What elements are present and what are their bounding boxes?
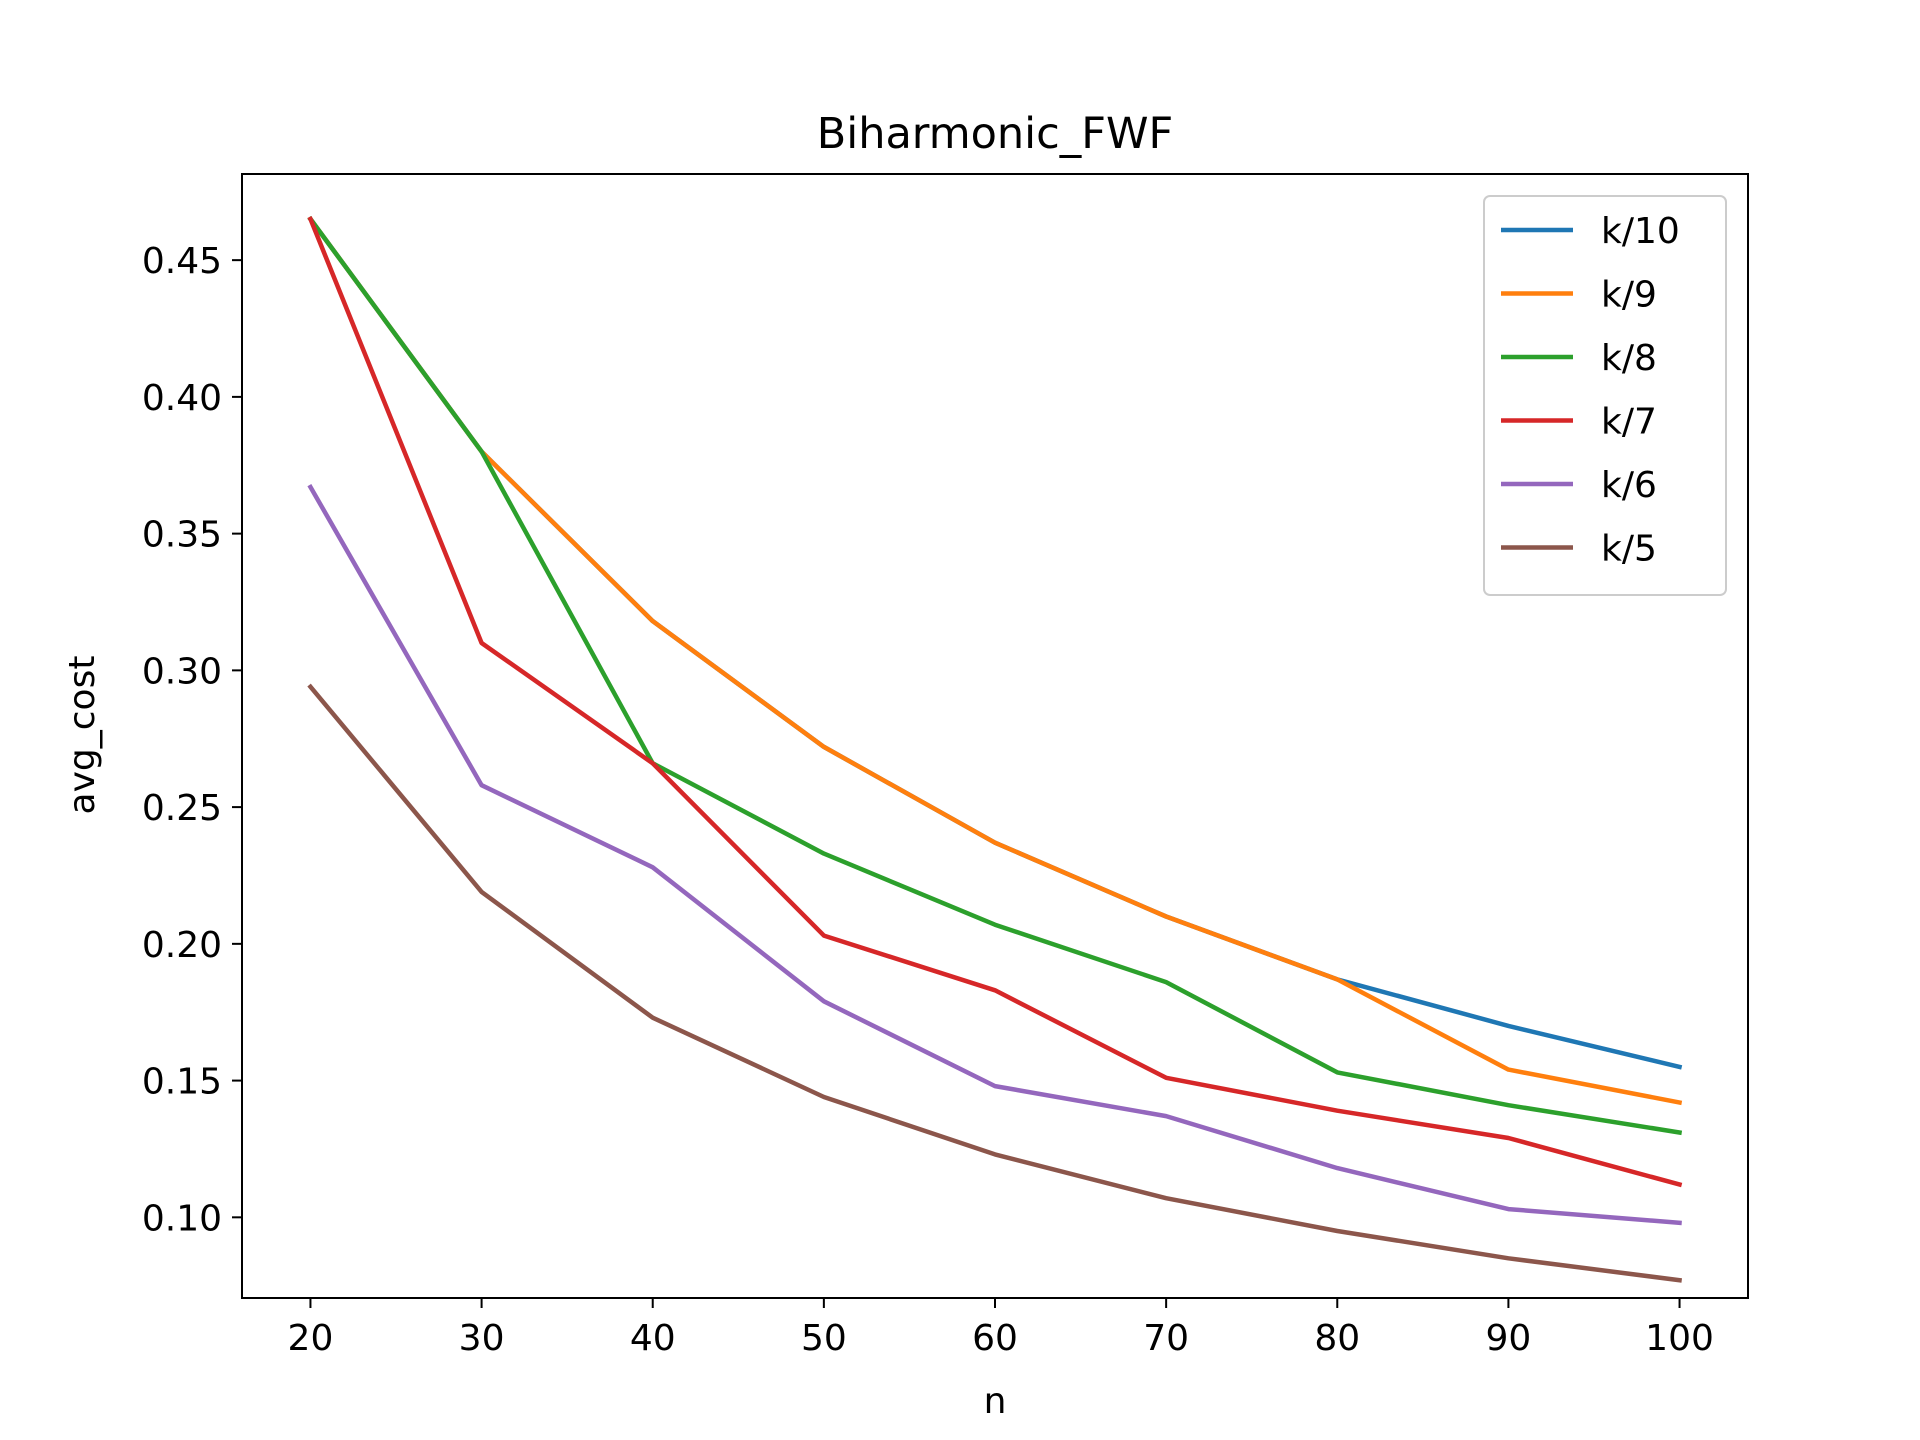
legend-label: k/7 <box>1601 402 1657 443</box>
x-tick-label: 20 <box>288 1318 334 1359</box>
y-tick-label: 0.35 <box>142 515 222 556</box>
y-tick-label: 0.25 <box>142 788 222 829</box>
y-tick-label: 0.30 <box>142 651 222 692</box>
y-axis: 0.10 0.15 0.20 0.25 0.30 0.35 0.40 0.45 <box>142 241 242 1239</box>
y-tick-label: 0.45 <box>142 241 222 282</box>
chart-title: Biharmonic_FWF <box>817 109 1174 159</box>
y-tick-label: 0.20 <box>142 925 222 966</box>
x-axis: 20 30 40 50 60 70 80 90 100 <box>288 1298 1714 1359</box>
series-line-k-7 <box>307 216 1683 1188</box>
series-line-k-6 <box>307 484 1682 1226</box>
x-tick-label: 60 <box>972 1318 1018 1359</box>
x-tick-label: 30 <box>459 1318 505 1359</box>
x-tick-label: 90 <box>1486 1318 1532 1359</box>
y-axis-label: avg_cost <box>62 656 103 815</box>
series-line-k-8 <box>307 215 1683 1136</box>
legend: k/10 k/9 k/8 k/7 k/6 k/5 <box>1483 195 1727 596</box>
x-tick-label: 70 <box>1143 1318 1189 1359</box>
x-tick-label: 80 <box>1314 1318 1360 1359</box>
x-axis-label: n <box>984 1381 1007 1422</box>
series-line-k-5 <box>307 683 1683 1283</box>
y-tick-label: 0.10 <box>142 1198 222 1239</box>
y-tick-label: 0.15 <box>142 1062 222 1103</box>
x-tick-label: 100 <box>1645 1318 1714 1359</box>
legend-label: k/6 <box>1601 465 1657 506</box>
legend-label: k/9 <box>1601 275 1657 316</box>
legend-label: k/10 <box>1601 211 1680 252</box>
series-layer <box>307 215 1683 1283</box>
x-tick-label: 40 <box>630 1318 676 1359</box>
series-line-k-9 <box>307 215 1683 1106</box>
legend-label: k/5 <box>1601 529 1657 570</box>
y-tick-label: 0.40 <box>142 378 222 419</box>
legend-label: k/8 <box>1601 338 1657 379</box>
x-tick-label: 50 <box>801 1318 847 1359</box>
